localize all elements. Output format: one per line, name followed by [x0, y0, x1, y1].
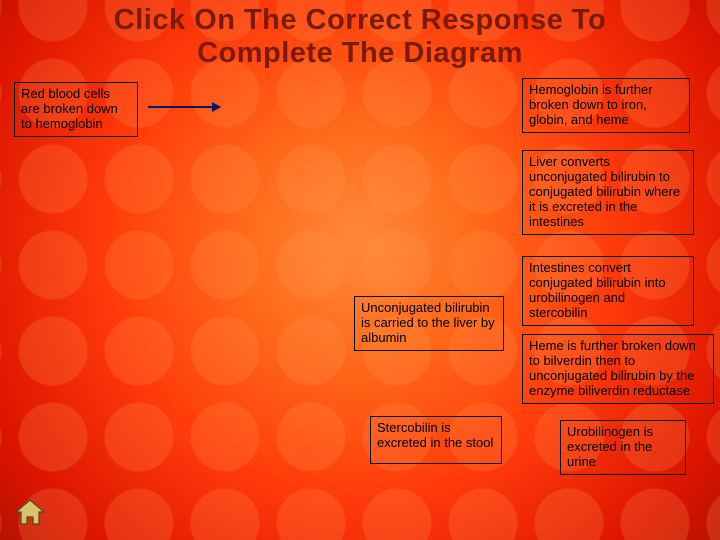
box-stercobilin-stool[interactable]: Stercobilin is excreted in the stool: [370, 416, 502, 464]
box-label: Liver converts unconjugated bilirubin to…: [529, 154, 680, 229]
page-title: Click On The Correct Response To Complet…: [0, 4, 720, 71]
box-label: Urobilinogen is excreted in the urine: [567, 424, 653, 469]
box-intestines-convert[interactable]: Intestines convert conjugated bilirubin …: [522, 256, 694, 326]
box-liver-converts[interactable]: Liver converts unconjugated bilirubin to…: [522, 150, 694, 235]
home-button[interactable]: [14, 498, 46, 526]
box-label: Red blood cells are broken down to hemog…: [21, 86, 118, 131]
home-icon: [14, 498, 46, 526]
box-label: Stercobilin is excreted in the stool: [377, 420, 493, 450]
box-label: Intestines convert conjugated bilirubin …: [529, 260, 666, 320]
box-heme-biliverdin[interactable]: Heme is further broken down to bilverdin…: [522, 334, 714, 404]
box-label: Hemoglobin is further broken down to iro…: [529, 82, 653, 127]
arrow-rbc-to-next: [148, 106, 220, 108]
box-urobilinogen-urine[interactable]: Urobilinogen is excreted in the urine: [560, 420, 686, 475]
box-label: Heme is further broken down to bilverdin…: [529, 338, 696, 398]
box-rbc-breakdown[interactable]: Red blood cells are broken down to hemog…: [14, 82, 138, 137]
box-label: Unconjugated bilirubin is carried to the…: [361, 300, 495, 345]
box-unconjugated-albumin[interactable]: Unconjugated bilirubin is carried to the…: [354, 296, 504, 351]
box-hemoglobin-breakdown[interactable]: Hemoglobin is further broken down to iro…: [522, 78, 690, 133]
